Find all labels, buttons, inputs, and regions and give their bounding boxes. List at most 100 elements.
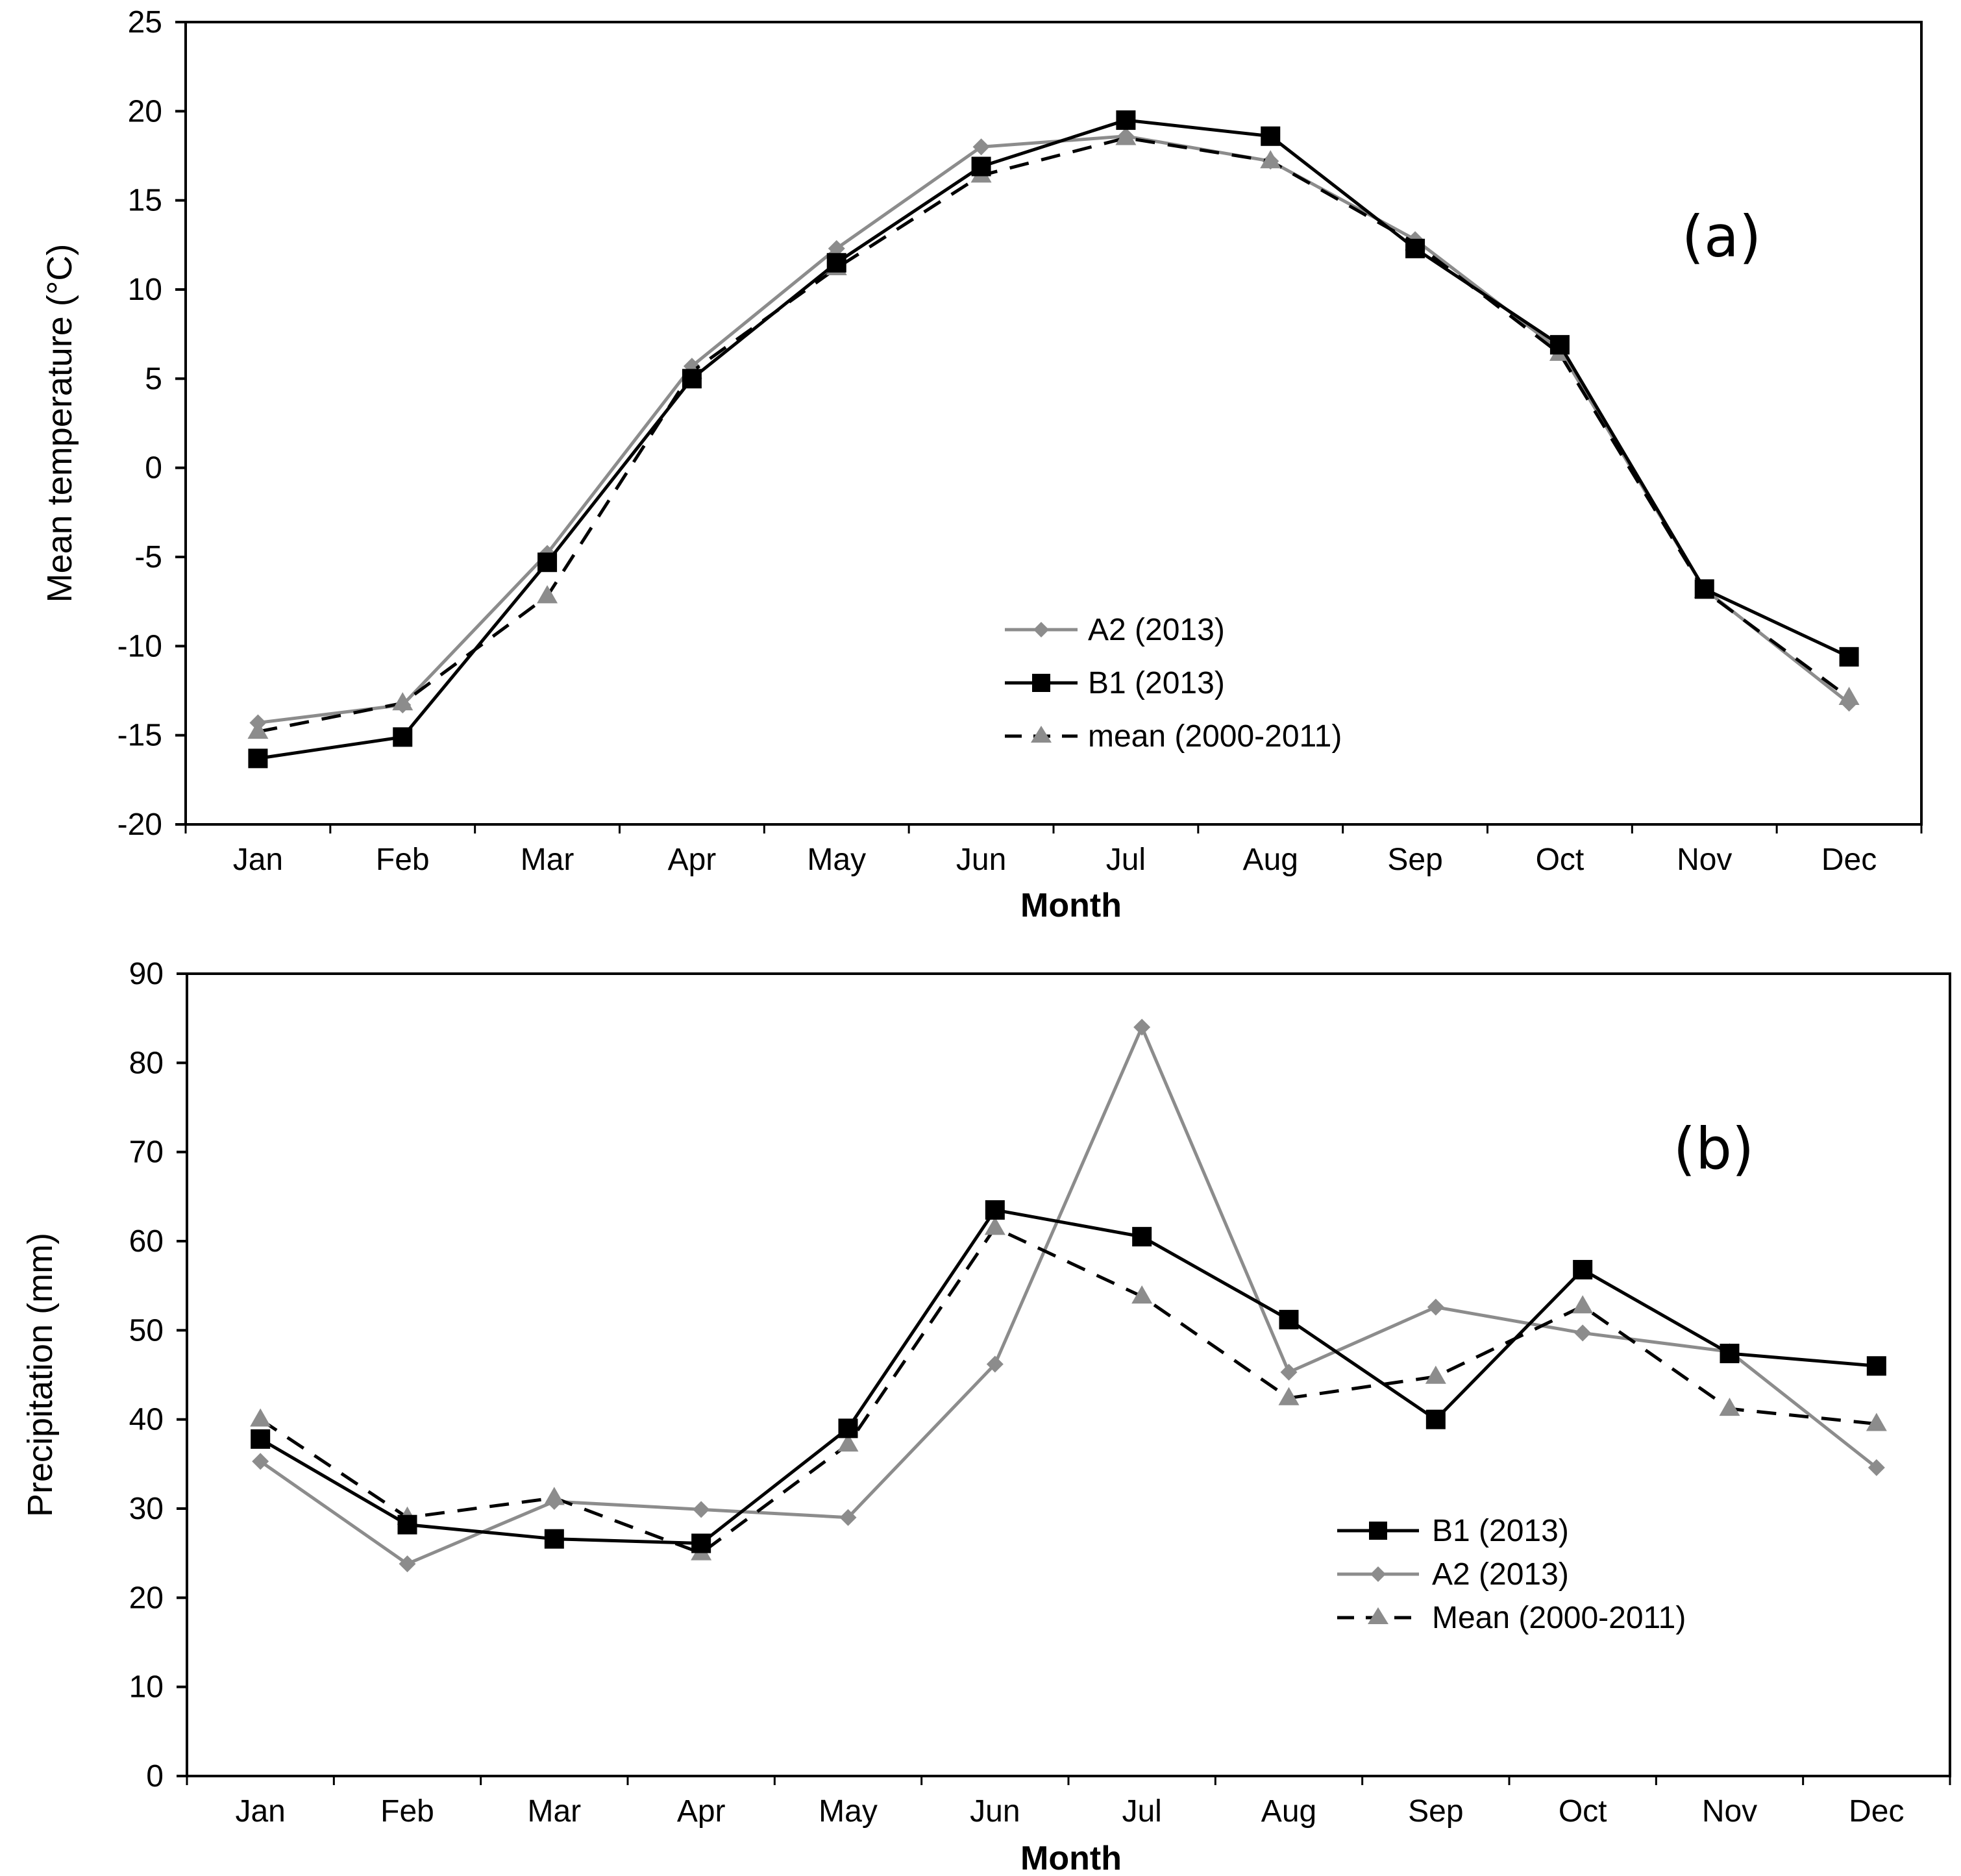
x-tick-label: Dec [1821,843,1877,877]
y-tick-label: 0 [146,1759,164,1794]
data-point [1866,1356,1886,1376]
data-point [1720,1344,1740,1364]
legend-label: A2 (2013) [1432,1557,1569,1592]
x-tick-label: Jan [235,1794,285,1829]
data-point [537,585,558,604]
data-point [1278,1387,1300,1405]
series-line [258,134,1851,724]
legend-label: mean (2000-2011) [1088,719,1342,754]
data-point [691,1533,711,1553]
data-point [1868,1459,1885,1476]
legend: B1 (2013) A2 (2013) Mean (2000-2011) [1337,1514,1686,1635]
series-diamond [252,1018,1885,1573]
data-point [838,1418,858,1438]
legend-entry-b1: B1 (2013) [1005,666,1225,700]
data-point [839,1509,857,1526]
x-tick-label: Jun [956,843,1006,877]
series-line [258,118,1850,760]
y-tick-label: 90 [129,957,164,991]
data-point [837,1433,859,1452]
x-tick-label: Oct [1559,1794,1607,1829]
data-point [986,1355,1004,1373]
x-tick-label: Feb [376,843,430,877]
x-tick-label: Jul [1106,843,1146,877]
data-point [1133,1018,1151,1036]
legend-label: B1 (2013) [1432,1514,1569,1548]
x-tick-label: Aug [1243,843,1298,877]
legend-label: A2 (2013) [1088,613,1225,647]
data-point [693,1501,710,1518]
y-tick-label: 80 [129,1046,164,1080]
data-point [247,721,269,739]
x-axis-title: Month [1020,1840,1122,1876]
data-point [1115,127,1137,145]
data-point [1866,1413,1887,1431]
square-marker-icon [1369,1522,1387,1540]
data-point [985,1200,1005,1220]
y-tick-label: -10 [117,629,162,663]
series-line [259,1025,1878,1566]
series-line [257,136,1851,734]
y-tick-label: 30 [129,1492,164,1526]
x-tick-label: May [807,843,866,877]
data-point [1131,1285,1153,1304]
x-axis-title: Month [1020,887,1122,924]
precipitation-chart: 90 80 70 60 50 40 30 20 10 0 Jan Feb Mar Apr May Jun Ju… [21,957,1951,1876]
y-tick-label: 25 [128,5,162,40]
x-tick-label: Apr [677,1794,726,1829]
data-point [972,138,990,156]
legend-entry-b1: B1 (2013) [1337,1514,1569,1548]
y-tick-label: 10 [128,273,162,307]
data-point [1572,1295,1594,1314]
data-point [1279,1309,1299,1329]
diamond-marker-icon [1033,622,1049,637]
data-point [828,240,845,257]
x-tick-label: Mar [527,1794,581,1829]
series-line [259,1208,1877,1546]
y-tick-label: 60 [129,1224,164,1259]
data-point [1261,126,1281,146]
data-point [1574,1324,1592,1342]
data-point [543,1487,565,1505]
series-layer [250,1018,1887,1573]
x-tick-label: Jun [970,1794,1020,1829]
y-axis-title: Precipitation (mm) [21,1233,60,1517]
x-tick-label: Nov [1677,843,1732,877]
legend-label: Mean (2000-2011) [1432,1601,1686,1635]
x-axis-ticks: Jan Feb Mar Apr May Jun Jul Aug Sep Oct Nov Dec [184,824,1923,877]
x-tick-label: Jul [1122,1794,1161,1829]
legend-entry-a2: A2 (2013) [1337,1557,1569,1592]
data-point [1573,1259,1593,1279]
y-tick-label: 20 [129,1581,164,1615]
data-point [397,1514,417,1535]
data-point [682,369,702,389]
plot-frame [186,972,1951,1777]
y-tick-label: 40 [129,1403,164,1437]
legend-entry-mean: Mean (2000-2011) [1337,1601,1686,1635]
data-point [1425,1365,1446,1384]
data-point [1116,110,1136,130]
square-marker-icon [1032,674,1050,692]
data-point [971,156,991,177]
triangle-marker-icon [1368,1607,1388,1624]
y-tick-label: 15 [128,184,162,218]
x-tick-label: Aug [1261,1794,1316,1829]
data-point [1425,1409,1446,1429]
data-point [1260,150,1281,169]
data-point [1549,335,1570,355]
x-tick-label: Nov [1702,1794,1757,1829]
data-point [1839,647,1859,667]
y-tick-label: 20 [128,94,162,129]
y-tick-label: -20 [117,808,162,842]
x-axis-ticks: Jan Feb Mar Apr May Jun Jul Aug Sep Oct Nov Dec [186,1776,1951,1829]
y-tick-label: -15 [117,719,162,753]
x-tick-label: May [819,1794,878,1829]
series-square [251,1200,1886,1553]
diamond-marker-icon [1370,1566,1386,1582]
x-tick-label: Sep [1408,1794,1463,1829]
data-point [537,552,558,573]
data-point [251,1429,271,1449]
x-tick-label: Mar [521,843,574,877]
data-point [984,1216,1005,1235]
